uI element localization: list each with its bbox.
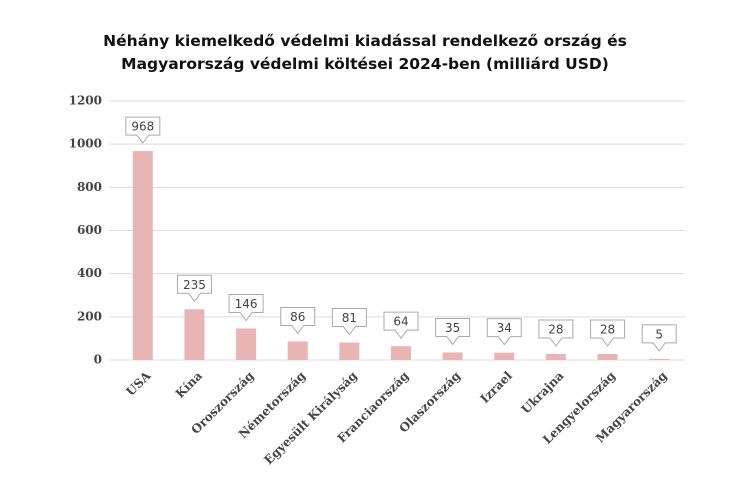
x-tick-label: Egyesült Királyság [261, 368, 360, 467]
callout [590, 319, 626, 347]
value-label: 64 [393, 315, 408, 329]
x-tick-label: USA [123, 368, 153, 398]
value-label: 146 [235, 297, 258, 311]
bar [132, 151, 153, 360]
bar [236, 328, 257, 360]
x-tick-label: Kína [173, 369, 205, 401]
callout [125, 116, 161, 144]
bar [597, 353, 618, 360]
bar [339, 342, 360, 360]
y-tick-label: 400 [77, 266, 102, 280]
value-label: 35 [445, 321, 460, 335]
x-tick-label: Ukrajna [519, 369, 567, 417]
y-tick-label: 200 [77, 309, 102, 323]
bar [494, 352, 515, 360]
bar [649, 358, 670, 360]
y-tick-label: 600 [77, 223, 102, 237]
y-tick-label: 0 [94, 353, 102, 367]
bar [442, 352, 463, 360]
value-label: 34 [497, 321, 512, 335]
callout [641, 324, 677, 352]
bar [184, 309, 205, 360]
value-label: 235 [183, 278, 206, 292]
bar [391, 346, 411, 360]
callout [486, 318, 522, 346]
x-tick-label: Izrael [478, 368, 516, 406]
bar [287, 341, 308, 360]
chart-title: Néhány kiemelkedő védelmi kiadással rend… [103, 32, 627, 73]
value-label: 81 [342, 311, 357, 325]
value-label: 28 [548, 322, 563, 336]
callout [435, 317, 471, 346]
callout [383, 311, 419, 340]
value-label: 968 [131, 120, 154, 134]
y-tick-label: 1000 [69, 137, 102, 151]
value-label: 86 [290, 310, 305, 324]
callout [176, 274, 212, 303]
y-tick-label: 1200 [69, 94, 102, 108]
y-tick-label: 800 [77, 180, 102, 194]
value-label: 5 [655, 327, 663, 341]
callout [228, 293, 264, 322]
value-label: 28 [600, 322, 615, 336]
callout [538, 319, 574, 347]
bar [545, 353, 566, 360]
callout [331, 308, 367, 336]
callout [280, 306, 316, 335]
